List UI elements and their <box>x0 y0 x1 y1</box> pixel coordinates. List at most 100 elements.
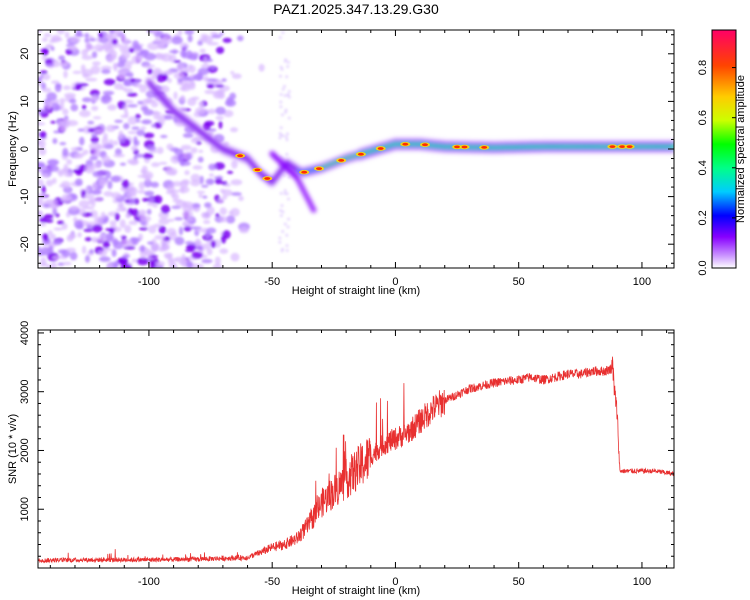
noise-blob <box>114 30 123 35</box>
noise-blob <box>50 34 62 43</box>
noise-blob <box>199 175 204 185</box>
noise-blob <box>58 55 66 61</box>
noise-blob <box>113 63 118 72</box>
ridge-hotspot-core <box>316 167 322 171</box>
noise-blob <box>85 77 98 82</box>
noise-blob <box>202 195 208 199</box>
noise-blob <box>173 72 185 80</box>
noise-blob <box>207 41 219 46</box>
noise-blob <box>115 208 127 212</box>
noise-blob <box>131 237 139 246</box>
noise-blob <box>43 214 54 219</box>
noise-blob <box>103 191 114 197</box>
noise-blob <box>284 135 288 139</box>
noise-blob <box>227 170 234 174</box>
noise-blob <box>203 56 208 65</box>
snr-x-tick-label: 50 <box>513 576 525 588</box>
noise-blob <box>38 109 47 113</box>
noise-blob <box>140 126 147 131</box>
noise-blob <box>151 30 158 35</box>
noise-blob <box>46 238 51 245</box>
noise-blob <box>283 94 287 98</box>
noise-blob <box>106 232 114 242</box>
noise-blob <box>136 257 149 266</box>
noise-blob <box>135 153 144 158</box>
noise-blob <box>210 65 216 70</box>
noise-blob <box>81 55 94 60</box>
noise-blob <box>87 120 95 125</box>
noise-blob <box>206 227 217 234</box>
noise-blob <box>47 159 59 166</box>
noise-blob <box>157 114 162 122</box>
noise-blob <box>119 44 126 53</box>
noise-blob <box>56 30 65 35</box>
noise-blob <box>209 173 214 178</box>
noise-blob <box>145 249 153 257</box>
noise-blob <box>50 262 57 268</box>
noise-blob <box>98 178 107 187</box>
noise-blob <box>195 238 201 246</box>
noise-blob <box>286 225 290 229</box>
noise-blob <box>156 146 164 155</box>
noise-blob <box>126 72 134 77</box>
noise-blob <box>215 106 226 115</box>
noise-blob <box>283 192 287 195</box>
noise-blob <box>119 162 127 166</box>
noise-blob <box>285 138 289 142</box>
noise-blob <box>286 65 290 69</box>
noise-blob <box>128 198 136 205</box>
noise-blob <box>64 31 70 39</box>
ridge-hotspot-core <box>626 145 633 149</box>
noise-blob <box>147 42 160 51</box>
noise-blob <box>285 249 289 252</box>
noise-blob <box>120 114 129 119</box>
spectrogram-heatmap <box>38 30 674 268</box>
noise-blob <box>84 237 92 242</box>
noise-blob <box>228 210 234 215</box>
noise-blob <box>201 184 209 188</box>
noise-blob <box>93 238 105 242</box>
noise-blob <box>213 162 225 170</box>
spectrogram-x-tick-label: -100 <box>138 276 160 288</box>
noise-blob <box>285 244 289 248</box>
noise-blob <box>99 234 106 238</box>
noise-blob <box>182 222 191 227</box>
ridge-hotspot-core <box>619 145 626 149</box>
snr-x-tick-label: 0 <box>392 576 398 588</box>
noise-blob <box>38 122 46 126</box>
noise-blob <box>102 90 115 96</box>
noise-blob <box>158 218 170 225</box>
noise-blob <box>278 236 282 240</box>
noise-blob <box>146 201 156 206</box>
colorbar: 0.0 0.2 0.4 0.6 0.8 Normalized spectral ampl… <box>697 29 747 276</box>
noise-blob <box>38 192 46 199</box>
colorbar-label: Normalized spectral amplitude <box>735 75 747 223</box>
noise-blob <box>100 211 106 220</box>
noise-blob <box>92 61 101 66</box>
noise-blob <box>222 37 232 43</box>
noise-blob <box>92 224 103 233</box>
noise-blob <box>154 53 166 60</box>
spectrogram-branch <box>269 150 317 213</box>
noise-blob <box>40 48 50 53</box>
noise-blob <box>61 223 68 230</box>
noise-blob <box>205 78 218 82</box>
ridge-hotspot-core <box>481 146 488 149</box>
noise-blob <box>153 195 163 204</box>
noise-blob <box>83 228 94 232</box>
noise-blob <box>91 189 102 195</box>
noise-blob <box>184 170 190 176</box>
noise-blob <box>281 31 285 35</box>
snr-x-axis-label: Height of straight line (km) <box>292 585 420 597</box>
noise-blob <box>91 105 99 111</box>
noise-blob <box>38 30 43 33</box>
noise-blob <box>146 208 152 215</box>
noise-blob <box>127 130 137 135</box>
noise-blob <box>197 156 204 163</box>
noise-blob <box>181 201 194 208</box>
noise-blob <box>111 38 118 45</box>
noise-blob <box>61 118 71 128</box>
noise-blob <box>50 102 61 112</box>
snr-background <box>38 330 674 568</box>
noise-blob <box>107 180 113 190</box>
